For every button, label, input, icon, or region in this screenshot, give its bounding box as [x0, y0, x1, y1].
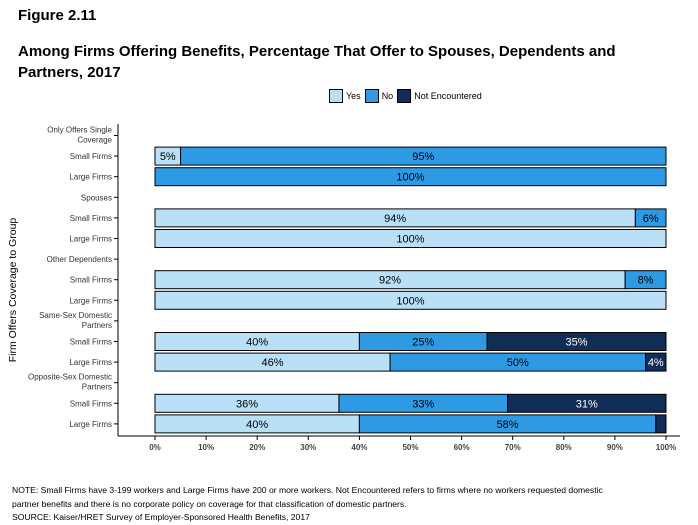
- row-label: Large Firms: [69, 173, 112, 182]
- data-label: 36%: [236, 398, 258, 410]
- data-label: 100%: [396, 234, 424, 246]
- row-label: Small Firms: [70, 214, 112, 223]
- x-tick-label: 100%: [656, 443, 676, 452]
- data-label: 31%: [576, 398, 598, 410]
- x-tick-label: 90%: [607, 443, 623, 452]
- note-line: partner benefits and there is no corpora…: [12, 498, 407, 509]
- row-label: Small Firms: [70, 338, 112, 347]
- data-label: 4%: [648, 357, 664, 369]
- x-tick-label: 60%: [454, 443, 470, 452]
- row-label: Large Firms: [69, 296, 112, 305]
- bar-segment-not-encountered: [486, 332, 667, 351]
- row-group-label: Same-Sex Domestic: [39, 311, 112, 320]
- x-tick-label: 80%: [556, 443, 572, 452]
- x-tick-label: 70%: [505, 443, 521, 452]
- row-group-label: Other Dependents: [47, 255, 112, 264]
- bar-segment-no: [154, 167, 667, 187]
- legend-swatch-yes: [329, 89, 343, 103]
- data-label: 35%: [566, 337, 588, 349]
- data-label: 100%: [396, 295, 424, 307]
- data-label: 46%: [262, 357, 284, 369]
- legend-swatch-not-encountered: [397, 89, 412, 103]
- bar-segment-not-encountered: [645, 352, 667, 372]
- row-group-label: Opposite-Sex Domestic: [28, 373, 112, 382]
- row-group-label: Only Offers Single: [47, 126, 112, 135]
- data-label: 58%: [497, 419, 519, 431]
- chart-legend: Yes No Not Encountered: [329, 89, 486, 103]
- data-label: 50%: [507, 357, 529, 369]
- data-label: 100%: [396, 172, 424, 184]
- row-label: Small Firms: [70, 399, 112, 408]
- bar-segment-yes: [154, 229, 667, 248]
- data-label: 25%: [412, 337, 434, 349]
- legend-item-not-encountered: Not Encountered: [397, 89, 482, 103]
- row-group-label: Spouses: [81, 193, 112, 202]
- data-label: 6%: [643, 213, 659, 225]
- data-label: 95%: [412, 151, 434, 163]
- row-label: Small Firms: [70, 152, 112, 161]
- data-label: 92%: [379, 275, 401, 287]
- bar-segment-yes: [154, 290, 667, 310]
- x-tick-label: 0%: [149, 443, 161, 452]
- data-label: 40%: [246, 419, 268, 431]
- x-tick-label: 10%: [198, 443, 214, 452]
- note-line: NOTE: Small Firms have 3-199 workers and…: [12, 485, 603, 495]
- figure-label: Figure 2.11: [18, 7, 97, 24]
- x-tick-label: 20%: [249, 443, 265, 452]
- row-group-label: Partners: [82, 321, 112, 330]
- x-tick-label: 50%: [402, 443, 418, 452]
- row-label: Small Firms: [70, 276, 112, 285]
- x-tick-label: 30%: [300, 443, 316, 452]
- legend-label-not-encountered: Not Encountered: [414, 91, 482, 101]
- data-label: 94%: [384, 213, 406, 225]
- row-label: Large Firms: [69, 420, 112, 429]
- row-group-label: Partners: [82, 383, 112, 392]
- chart-notes: NOTE: Small Firms have 3-199 workers and…: [12, 484, 692, 525]
- data-label: 5%: [160, 151, 176, 163]
- row-label: Large Firms: [69, 235, 112, 244]
- data-label: 33%: [412, 398, 434, 410]
- row-label: Large Firms: [69, 358, 112, 367]
- legend-label-no: No: [381, 91, 394, 101]
- bar-segment-no: [634, 208, 667, 228]
- bar-segment-not-encountered: [507, 393, 667, 413]
- data-label: 40%: [246, 337, 268, 349]
- data-label: 8%: [638, 275, 654, 287]
- legend-item-yes: Yes: [329, 89, 361, 103]
- bar-segment-not-encountered: [655, 414, 667, 434]
- legend-item-no: No: [364, 89, 394, 103]
- y-axis-title: Firm Offers Coverage to Group: [7, 218, 19, 363]
- bar-segment-no: [180, 146, 667, 166]
- legend-label-yes: Yes: [346, 91, 361, 101]
- legend-swatch-no: [364, 89, 379, 103]
- x-tick-label: 40%: [351, 443, 367, 452]
- row-group-label: Coverage: [77, 136, 112, 145]
- source-line: SOURCE: Kaiser/HRET Survey of Employer-S…: [12, 512, 310, 522]
- chart-title: Among Firms Offering Benefits, Percentag…: [18, 43, 616, 81]
- bar-segment-no: [624, 270, 667, 290]
